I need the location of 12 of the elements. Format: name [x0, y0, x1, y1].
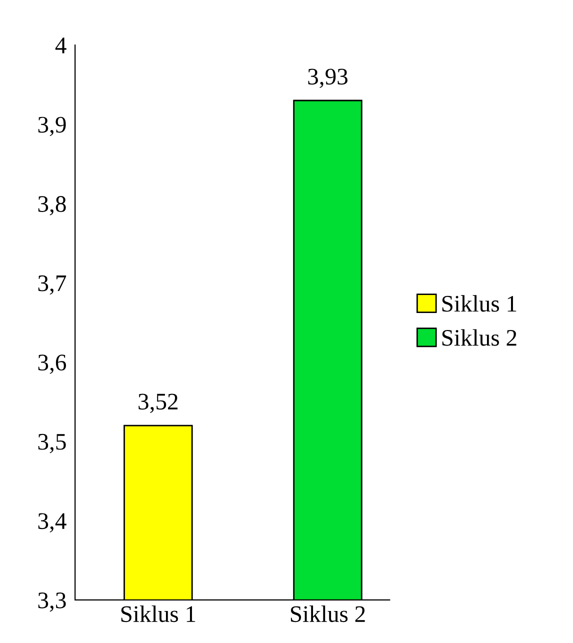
y-tick-label: 3,5 — [38, 434, 66, 454]
y-tick-label: 3,3 — [38, 592, 66, 612]
data-label: 3,93 — [308, 68, 348, 88]
y-tick-label: 3,9 — [38, 116, 66, 136]
y-tick-label: 3,8 — [38, 196, 66, 216]
legend-label: Siklus 2 — [442, 329, 516, 346]
y-tick-label: 3,4 — [38, 513, 66, 532]
y-tick-label: 3,7 — [38, 275, 66, 295]
y-tick-label: 4 — [55, 38, 66, 54]
data-label: 3,52 — [138, 394, 178, 414]
legend-label: Siklus 1 — [442, 295, 516, 312]
y-tick-label: 3,6 — [38, 354, 66, 374]
